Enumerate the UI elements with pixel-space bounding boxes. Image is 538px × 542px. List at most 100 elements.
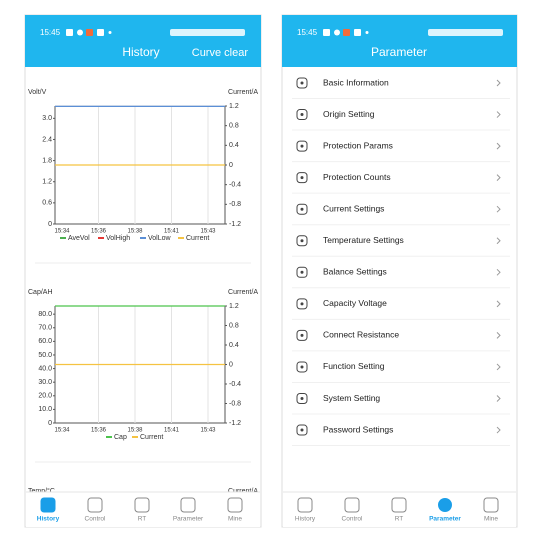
menu-item[interactable]: Protection Counts — [292, 172, 510, 194]
nav-item[interactable]: Parameter — [173, 497, 204, 523]
y2-tick-label: 0.8 — [229, 322, 239, 329]
chevron — [496, 300, 501, 308]
chevron — [496, 237, 501, 245]
y-tick-label: 2.4 — [42, 136, 52, 143]
nav-icon — [344, 497, 360, 513]
menu-item[interactable]: Capacity Voltage — [292, 298, 510, 320]
nav-label: Parameter — [173, 516, 204, 523]
y2-tick-label: 1.2 — [229, 303, 239, 310]
menu-icon-dot — [300, 333, 304, 337]
nav-item[interactable]: RT — [391, 497, 407, 523]
menu-label: Connect Resistance — [323, 330, 399, 340]
y2-tick-label: 0.8 — [229, 123, 239, 130]
legend-label: Cap — [114, 434, 127, 441]
menu-label: Temperature Settings — [323, 235, 404, 245]
nav-item[interactable]: History — [37, 497, 60, 523]
x-tick-label: 15:36 — [91, 229, 107, 235]
x-tick-label: 15:41 — [164, 428, 180, 434]
menu-icon — [296, 424, 308, 436]
menu-item[interactable]: Current Settings — [292, 203, 510, 226]
header-action[interactable]: Curve clear — [192, 47, 249, 59]
menu-label: Capacity Voltage — [323, 298, 387, 308]
menu-icon — [296, 77, 308, 89]
status-time: 15:45 — [40, 28, 61, 37]
y2-tick-label: 0.4 — [229, 142, 239, 149]
nav-icon — [180, 497, 196, 513]
y2-tick-label: -0.4 — [229, 381, 241, 388]
nav-label: History — [295, 516, 316, 523]
header-title: Parameter — [371, 45, 427, 59]
menu-label: Protection Params — [323, 140, 393, 150]
menu-label: Origin Setting — [323, 109, 375, 119]
menu-item[interactable]: Connect Resistance — [292, 330, 510, 352]
nav-item[interactable]: Mine — [483, 497, 499, 523]
chevron — [496, 395, 501, 402]
chevron — [496, 363, 501, 371]
menu-item[interactable]: Basic Information — [292, 77, 510, 99]
menu-item[interactable]: Function Setting — [292, 361, 510, 383]
left-phone — [24, 14, 262, 528]
header-title: History — [122, 45, 159, 59]
menu-icon — [296, 235, 308, 247]
nav-label: Control — [85, 516, 107, 523]
y-tick-label: 50.0 — [38, 352, 52, 359]
nav-icon — [483, 497, 499, 513]
nav-icon — [438, 498, 452, 512]
nav-item[interactable]: History — [295, 497, 316, 523]
y2-label: Current/A — [228, 289, 258, 296]
menu-icon — [296, 140, 308, 152]
menu-item[interactable]: System Setting — [292, 393, 510, 415]
right-header-bar — [282, 15, 517, 67]
menu-icon-dot — [300, 270, 304, 274]
y-label: Cap/AH — [28, 289, 53, 296]
menu-item[interactable]: Protection Params — [292, 140, 510, 163]
nav-icon — [297, 497, 313, 513]
menu-icon — [296, 172, 308, 184]
menu-icon-dot — [300, 365, 304, 369]
menu-icon-dot — [300, 428, 304, 432]
y2-label: Current/A — [228, 488, 258, 495]
legend-label: Current — [186, 235, 209, 242]
y-tick-label: 1.2 — [42, 179, 52, 186]
chevron — [496, 111, 501, 118]
y2-tick-label: -1.2 — [229, 420, 241, 427]
x-tick-label: 15:38 — [127, 428, 143, 434]
chevron — [496, 332, 501, 339]
y-tick-label: 60.0 — [38, 338, 52, 345]
nav-item[interactable]: Control — [85, 497, 107, 523]
right-phone — [281, 14, 518, 528]
menu-icon-dot — [300, 207, 304, 211]
nav-item[interactable]: Mine — [227, 497, 243, 523]
legend-label: VolLow — [148, 235, 172, 242]
y-tick-label: 1.8 — [42, 157, 52, 164]
menu-label: Function Setting — [323, 361, 385, 371]
menu-item[interactable]: Temperature Settings — [292, 235, 510, 257]
nav-item[interactable]: RT — [134, 497, 150, 523]
nav-item[interactable]: Control — [342, 497, 364, 523]
x-tick-label: 15:43 — [200, 229, 216, 235]
y2-tick-label: -0.8 — [229, 201, 241, 208]
y-label: Volt/V — [28, 89, 47, 96]
y-tick-label: 0 — [48, 221, 52, 228]
menu-item[interactable]: Balance Settings — [292, 267, 510, 289]
y-tick-label: 40.0 — [38, 365, 52, 372]
menu-label: Balance Settings — [323, 267, 387, 277]
y2-tick-label: 0 — [229, 361, 233, 368]
menu-icon-dot — [300, 239, 304, 243]
menu-icon — [296, 361, 308, 373]
menu-icon-dot — [300, 81, 304, 85]
nav-label: RT — [395, 516, 404, 523]
chevron — [496, 142, 501, 150]
y2-label: Current/A — [228, 89, 258, 96]
menu-item[interactable]: Password Settings — [292, 424, 510, 447]
y-tick-label: 20.0 — [38, 393, 52, 400]
y-tick-label: 0 — [48, 420, 52, 427]
menu-item[interactable]: Origin Setting — [292, 109, 510, 131]
nav-item[interactable]: Parameter — [429, 498, 461, 523]
menu-icon — [296, 109, 308, 121]
chevron — [496, 205, 501, 213]
y-tick-label: 3.0 — [42, 115, 52, 122]
y-tick-label: 0.6 — [42, 200, 52, 207]
menu-label: Current Settings — [323, 203, 384, 213]
